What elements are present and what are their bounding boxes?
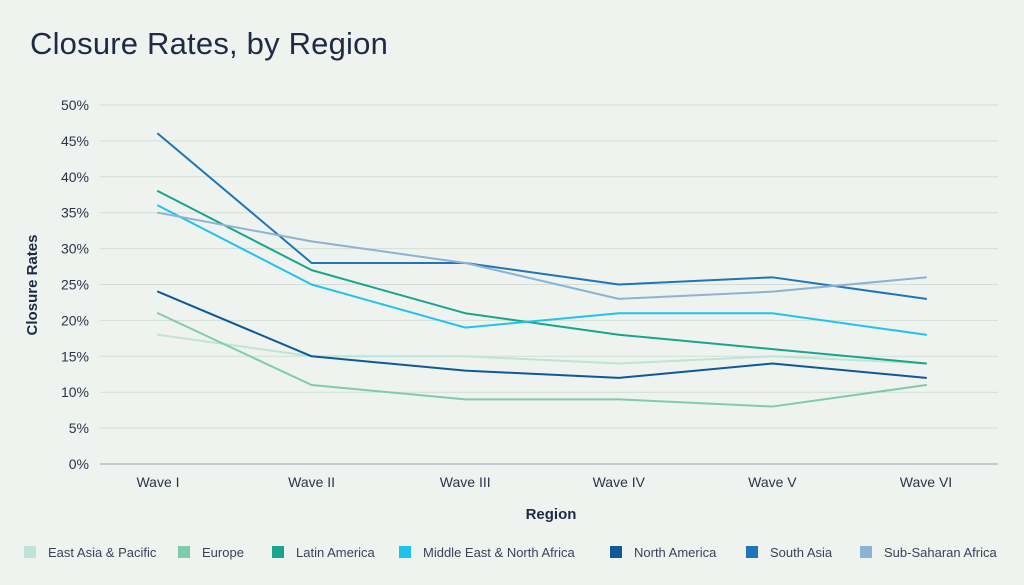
series-line-6 <box>157 211 927 300</box>
y-tick-label: 50% <box>61 97 89 113</box>
legend-swatch <box>860 546 872 558</box>
series-lines <box>157 132 927 408</box>
y-tick-label: 40% <box>61 169 89 185</box>
x-axis-ticks: Wave I Wave II Wave III Wave IV Wave V Wave V… <box>136 474 952 490</box>
y-tick-label: 25% <box>61 277 89 293</box>
y-tick-label: 20% <box>61 312 89 328</box>
y-tick-label: 15% <box>61 348 89 364</box>
legend-label: Latin America <box>296 545 376 560</box>
x-tick-label: Wave VI <box>900 474 952 490</box>
y-axis-title: Closure Rates <box>24 235 41 336</box>
y-tick-label: 30% <box>61 241 89 257</box>
legend-swatch <box>746 546 758 558</box>
legend-label: East Asia & Pacific <box>48 545 157 560</box>
x-tick-label: Wave I <box>136 474 179 490</box>
legend-label: North America <box>634 545 717 560</box>
x-tick-label: Wave III <box>440 474 491 490</box>
legend-label: Sub-Saharan Africa <box>884 545 998 560</box>
y-tick-label: 0% <box>69 456 89 472</box>
legend-swatch <box>399 546 411 558</box>
y-tick-label: 10% <box>61 384 89 400</box>
x-axis-title: Region <box>526 506 577 523</box>
legend-label: South Asia <box>770 545 833 560</box>
legend-swatch <box>272 546 284 558</box>
legend-swatch <box>24 546 36 558</box>
series-line-2 <box>157 190 927 365</box>
series-line-5 <box>157 132 927 300</box>
y-axis-ticks: 0% 5% 10% 15% 20% 25% 30% 35% 40% 45% 50% <box>61 97 89 472</box>
series-line-0 <box>157 333 927 365</box>
y-tick-label: 35% <box>61 205 89 221</box>
series-line-4 <box>157 290 927 379</box>
y-tick-label: 5% <box>69 420 89 436</box>
chart-title: Closure Rates, by Region <box>30 26 389 61</box>
legend-swatch <box>178 546 190 558</box>
series-line-1 <box>157 312 927 408</box>
series-line-3 <box>157 204 927 336</box>
x-tick-label: Wave II <box>288 474 335 490</box>
legend-label: Middle East & North Africa <box>423 545 575 560</box>
gridlines <box>100 104 998 429</box>
y-tick-label: 45% <box>61 133 89 149</box>
legend: East Asia & Pacific Europe Latin America Mi… <box>24 545 998 560</box>
legend-swatch <box>610 546 622 558</box>
x-tick-label: Wave IV <box>593 474 646 490</box>
legend-label: Europe <box>202 545 244 560</box>
x-tick-label: Wave V <box>748 474 797 490</box>
